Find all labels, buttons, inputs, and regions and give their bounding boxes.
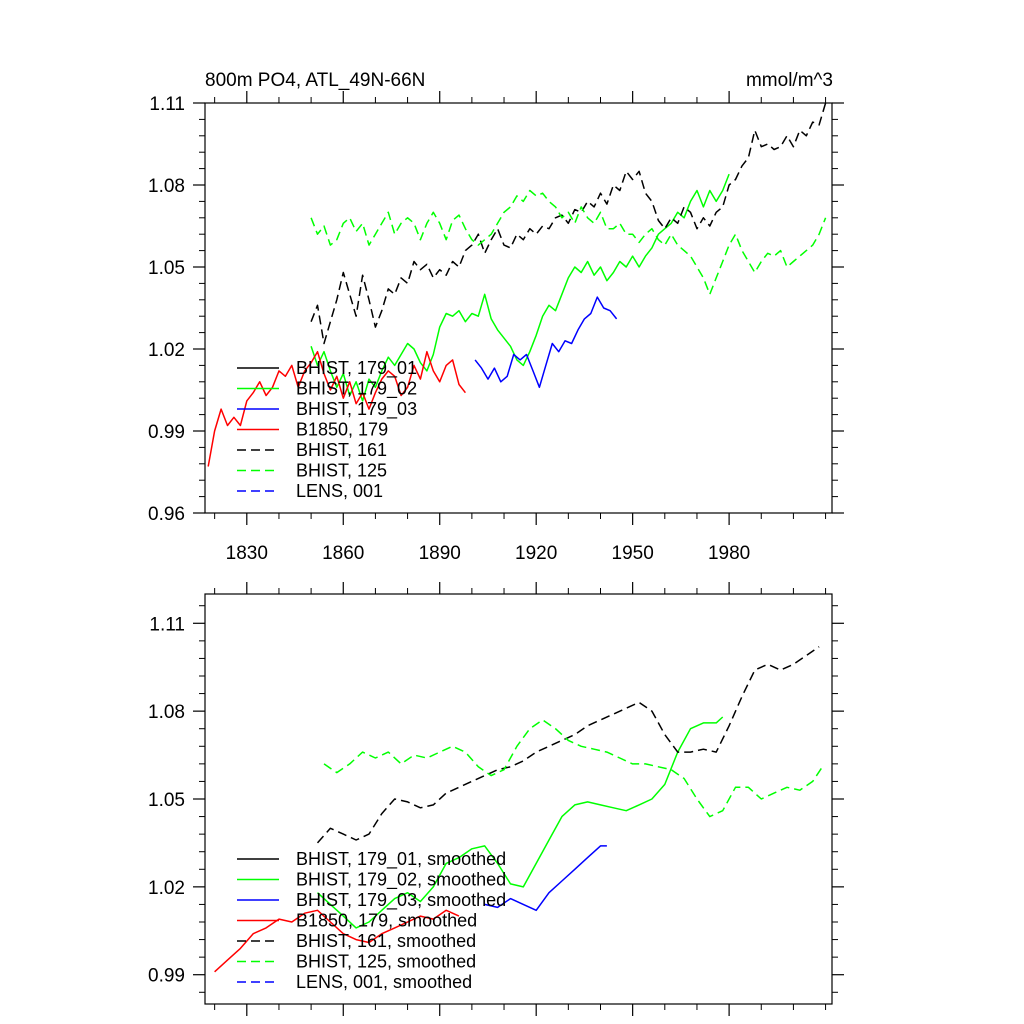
series-line-5	[316, 646, 820, 844]
legend-label: BHIST, 179_02	[296, 379, 417, 400]
y-tick-label: 1.05	[148, 258, 185, 279]
legend-label: LENS, 001, smoothed	[296, 972, 472, 992]
series-line-6	[323, 719, 824, 818]
series-line-2	[316, 716, 724, 929]
y-tick-label: 0.99	[148, 966, 185, 987]
x-tick-label: 1890	[419, 543, 461, 564]
x-tick-label: 1980	[708, 543, 750, 564]
legend-label: BHIST, 125, smoothed	[296, 952, 476, 972]
y-tick-label: 1.02	[148, 878, 185, 899]
y-tick-label: 1.11	[149, 94, 185, 115]
legend-label: B1850, 179	[296, 420, 388, 440]
legend-label: BHIST, 179_02, smoothed	[296, 870, 506, 891]
bottom-chart-plot-area	[214, 646, 824, 973]
legend-label: B1850, 179, smoothed	[296, 911, 477, 931]
legend-label: LENS, 001	[296, 481, 383, 501]
series-line-5	[310, 102, 827, 345]
legend-label: BHIST, 179_01	[296, 358, 417, 379]
y-tick-label: 0.96	[148, 504, 185, 525]
top-chart-axes: 1830 1860 1890 1920 1950 1980 0.96 0.99 1.02 1.05…	[148, 91, 844, 564]
chart-title: 800m PO4, ATL_49N-66N	[205, 70, 425, 91]
legend-label: BHIST, 179_01, smoothed	[296, 849, 506, 870]
x-tick-label: 1860	[322, 543, 364, 564]
series-line-3	[484, 845, 607, 912]
y-tick-label: 1.08	[148, 176, 185, 197]
bottom-chart-panel: 0.99 1.02 1.05 1.08 1.11 BHIST, 179_01, smoo…	[148, 582, 844, 1016]
top-chart-plot-area	[207, 102, 827, 467]
legend-label: BHIST, 161, smoothed	[296, 931, 476, 951]
y-tick-label: 0.99	[148, 422, 185, 443]
x-tick-label: 1920	[515, 543, 557, 564]
units-label: mmol/m^3	[746, 70, 833, 91]
series-line-4	[207, 350, 466, 467]
legend-label: BHIST, 179_03, smoothed	[296, 890, 506, 911]
y-tick-label: 1.02	[148, 340, 185, 361]
y-tick-label: 1.05	[148, 790, 185, 811]
x-tick-label: 1950	[612, 543, 654, 564]
top-chart-frame	[204, 102, 833, 514]
series-line-6	[310, 189, 827, 296]
top-chart-panel: 800m PO4, ATL_49N-66N mmol/m^3 1830 1860 1…	[148, 70, 844, 564]
legend-label: BHIST, 179_03	[296, 399, 417, 420]
y-tick-label: 1.11	[149, 614, 185, 635]
series-line-4	[214, 909, 460, 973]
y-tick-label: 1.08	[148, 702, 185, 723]
x-tick-label: 1830	[226, 543, 268, 564]
legend-label: BHIST, 125	[296, 461, 387, 481]
legend-label: BHIST, 161	[296, 440, 387, 460]
series-line-2	[310, 173, 730, 402]
series-line-3	[474, 296, 618, 389]
bottom-chart-axes: 0.99 1.02 1.05 1.08 1.11	[148, 582, 844, 1016]
